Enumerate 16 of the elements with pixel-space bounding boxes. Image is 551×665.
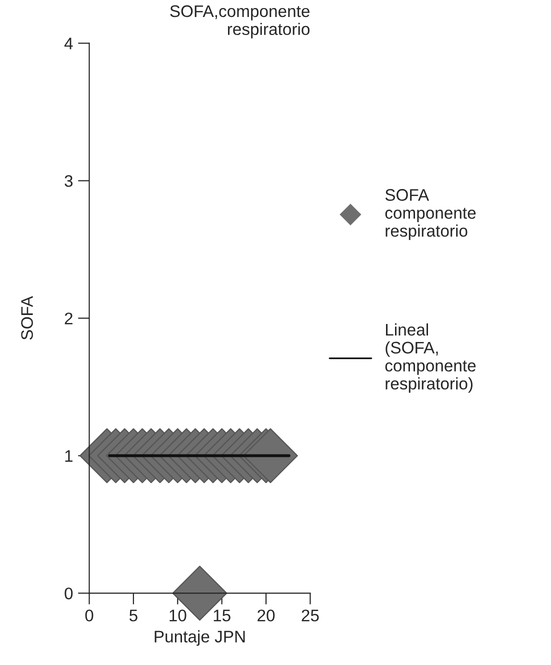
y-tick-label: 4 <box>64 38 73 50</box>
x-tick-label: 15 <box>214 610 230 622</box>
y-tick-label: 2 <box>64 312 72 324</box>
x-tick-label: 25 <box>302 610 319 622</box>
y-tick-label: 1 <box>65 450 72 462</box>
y-axis-title: SOFA <box>21 296 33 340</box>
y-tick-label: 0 <box>64 588 73 600</box>
x-tick-label: 10 <box>170 610 186 622</box>
x-tick-label: 5 <box>129 610 138 622</box>
x-axis-title: Puntaje JPN <box>154 630 245 646</box>
legend-label: SOFA componente respiratorio <box>385 189 476 240</box>
chart-title: SOFA,componente respiratorio <box>170 5 310 38</box>
y-tick-label: 3 <box>64 175 73 187</box>
x-tick-label: 20 <box>258 610 275 622</box>
x-tick-label: 0 <box>85 610 94 622</box>
legend-label: Lineal (SOFA, componente respiratorio) <box>385 323 476 393</box>
